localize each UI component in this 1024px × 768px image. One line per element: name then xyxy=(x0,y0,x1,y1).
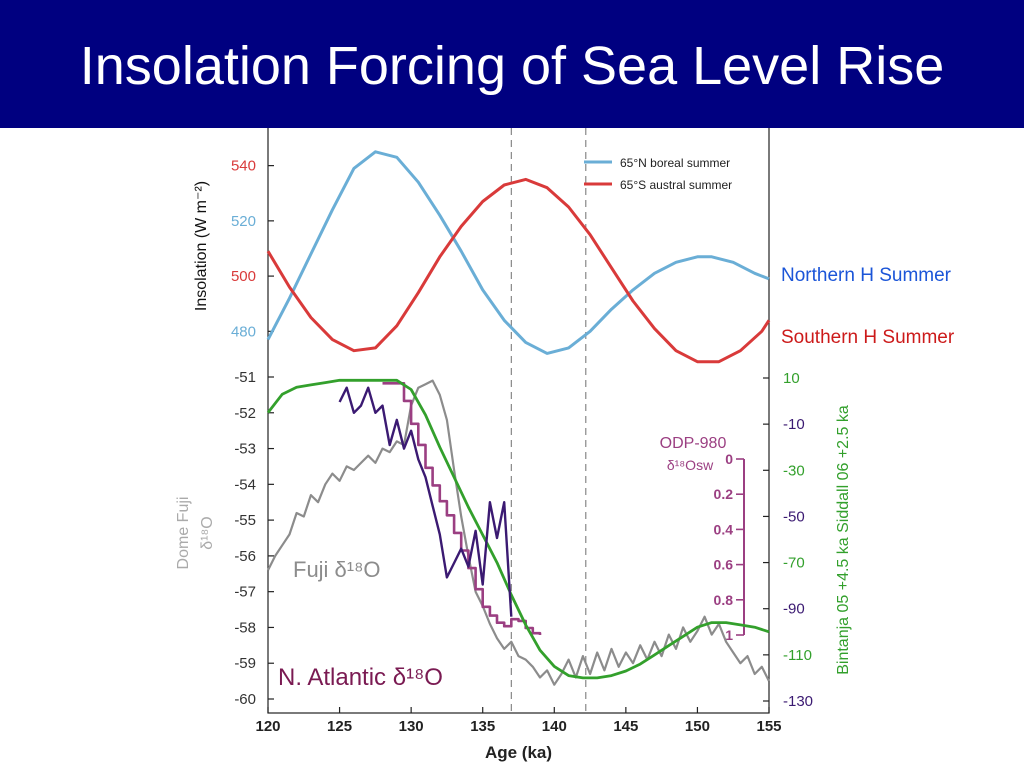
sea-level-tick-label: -90 xyxy=(783,601,805,618)
fuji-annotation: Fuji δ¹⁸O xyxy=(293,557,381,582)
sea-level-tick-label: -70 xyxy=(783,555,805,572)
sea-level-tick-label: -50 xyxy=(783,508,805,525)
n-atlantic-annotation: N. Atlantic δ¹⁸O xyxy=(278,664,443,691)
odp-tick-label: 0.2 xyxy=(714,486,734,502)
x-tick-label: 155 xyxy=(756,718,781,735)
fuji-tick-label: -55 xyxy=(234,512,256,529)
sea-level-tick-label: -10 xyxy=(783,416,805,433)
fuji-tick-label: -51 xyxy=(234,369,256,386)
sea-level-tick-label: -30 xyxy=(783,462,805,479)
sea-level-axis-title: Bintanja 05 +4.5 ka Siddall 06 +2.5 ka xyxy=(835,405,852,675)
plot-frame xyxy=(267,128,770,714)
fuji-axis-title: Dome Fuji xyxy=(175,497,192,570)
x-axis-title: Age (ka) xyxy=(485,743,552,762)
fuji-tick-label: -59 xyxy=(234,655,256,672)
series-line-sea-level xyxy=(266,378,770,680)
fuji-tick-label: -53 xyxy=(234,441,256,458)
x-tick-label: 140 xyxy=(542,718,567,735)
sea-level-tick-label: 10 xyxy=(783,370,800,387)
insolation-tick-label: 480 xyxy=(231,323,256,340)
x-tick-label: 145 xyxy=(613,718,638,735)
x-tick-label: 135 xyxy=(470,718,495,735)
legend-label-1: 65°S austral summer xyxy=(620,178,732,192)
legend-label-0: 65°N boreal summer xyxy=(620,156,730,170)
odp-axis-title-symbol: δ¹⁸Osw xyxy=(667,457,714,473)
slide-title: Insolation Forcing of Sea Level Rise xyxy=(79,36,945,96)
odp-tick-label: 0.4 xyxy=(714,521,734,537)
odp-axis-title: ODP-980 xyxy=(660,435,727,452)
fuji-tick-label: -56 xyxy=(234,548,256,565)
x-tick-label: 150 xyxy=(685,718,710,735)
series-line-n-atlantic xyxy=(338,386,513,617)
insolation-tick-label: 540 xyxy=(231,158,256,175)
paleoclimate-chart: 120 125 130 135 140 145 150 155 Age (ka) 540 520 50… xyxy=(175,128,852,762)
series-line-dome-fuji xyxy=(267,379,770,686)
northern-summer-note: Northern H Summer xyxy=(781,265,951,286)
fuji-tick-label: -58 xyxy=(234,619,256,636)
x-tick-label: 125 xyxy=(327,718,352,735)
series-line-boreal xyxy=(266,150,770,355)
series-line-austral xyxy=(266,177,771,364)
odp-tick-label: 0 xyxy=(725,451,733,467)
x-tick-label: 120 xyxy=(255,718,280,735)
fuji-axis-title-symbol: δ¹⁸O xyxy=(199,516,216,549)
series-line-odp980 xyxy=(382,382,542,635)
fuji-tick-label: -60 xyxy=(234,691,256,708)
sea-level-tick-label: -130 xyxy=(783,693,813,710)
fuji-tick-label: -54 xyxy=(234,476,256,493)
odp-tick-label: 0.8 xyxy=(714,592,734,608)
insolation-tick-label: 520 xyxy=(231,213,256,230)
chart-frame: 120 125 130 135 140 145 150 155 Age (ka) 540 520 50… xyxy=(0,128,1024,768)
odp-tick-label: 0.6 xyxy=(714,557,734,573)
fuji-tick-label: -52 xyxy=(234,405,256,422)
x-tick-label: 130 xyxy=(399,718,424,735)
insolation-tick-label: 500 xyxy=(231,268,256,285)
title-bar xyxy=(0,0,1024,128)
fuji-tick-label: -57 xyxy=(234,584,256,601)
southern-summer-note: Southern H Summer xyxy=(781,327,955,348)
insolation-axis-title: Insolation (W m⁻²) xyxy=(193,181,210,311)
sea-level-tick-label: -110 xyxy=(783,647,812,664)
odp-tick-label: 1 xyxy=(725,627,733,643)
